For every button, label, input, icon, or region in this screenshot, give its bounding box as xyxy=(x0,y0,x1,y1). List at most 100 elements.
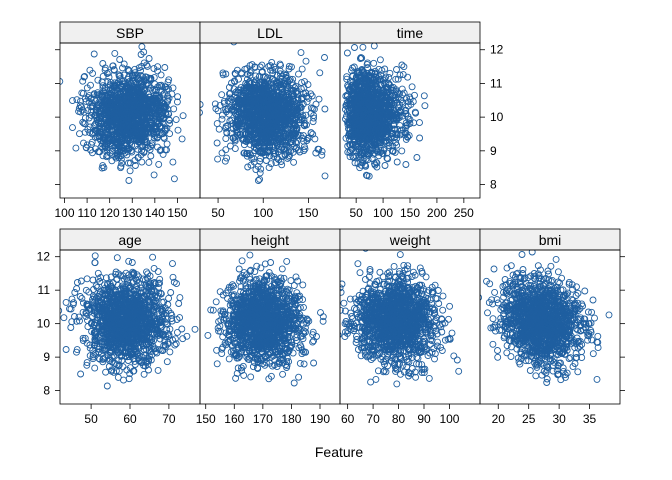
data-point xyxy=(214,155,222,163)
data-point xyxy=(249,85,256,93)
data-point xyxy=(110,108,118,116)
data-point xyxy=(212,105,220,113)
x-tick-label-sbp: 120 xyxy=(100,206,120,220)
data-point xyxy=(375,125,382,133)
data-point xyxy=(349,153,357,161)
data-point xyxy=(230,43,238,46)
data-point xyxy=(312,149,320,157)
data-point xyxy=(307,110,315,117)
data-point xyxy=(269,66,277,74)
data-point xyxy=(173,98,181,106)
data-point xyxy=(164,110,172,118)
data-point xyxy=(406,95,414,103)
data-point xyxy=(154,268,162,276)
data-point xyxy=(296,119,303,127)
data-point xyxy=(388,108,396,116)
data-point xyxy=(83,361,91,369)
data-point xyxy=(384,127,392,135)
data-point xyxy=(124,75,132,83)
data-point xyxy=(246,69,254,77)
data-point xyxy=(376,136,384,144)
data-point xyxy=(149,95,157,103)
data-point xyxy=(240,92,248,100)
data-point xyxy=(143,268,150,276)
data-point xyxy=(81,128,89,136)
data-point xyxy=(286,152,293,160)
data-point xyxy=(69,97,76,105)
data-point xyxy=(288,120,296,128)
data-point xyxy=(105,69,113,77)
data-point xyxy=(368,80,376,88)
data-point xyxy=(359,149,367,157)
data-point xyxy=(81,72,89,80)
data-point xyxy=(258,127,266,135)
points-ldl xyxy=(200,43,329,184)
data-point xyxy=(240,84,248,92)
data-point xyxy=(350,85,358,93)
data-point xyxy=(343,73,351,81)
data-point xyxy=(109,62,117,70)
data-point xyxy=(276,78,283,86)
data-point xyxy=(100,164,108,172)
data-point xyxy=(112,100,120,107)
data-point xyxy=(375,65,383,73)
data-point xyxy=(289,132,297,140)
data-point xyxy=(256,84,264,92)
data-point xyxy=(318,147,326,155)
data-point xyxy=(258,92,266,100)
data-point xyxy=(231,78,239,86)
data-point xyxy=(214,107,222,115)
data-point xyxy=(247,115,255,123)
data-point xyxy=(303,137,311,144)
data-point xyxy=(149,86,157,94)
data-point xyxy=(174,126,182,134)
data-point xyxy=(96,96,104,104)
data-point xyxy=(170,105,178,113)
data-point xyxy=(105,73,113,81)
data-point xyxy=(93,102,101,110)
data-point xyxy=(347,117,355,125)
data-point xyxy=(263,148,271,156)
data-point xyxy=(101,66,109,74)
data-point xyxy=(161,146,169,154)
data-point xyxy=(376,56,384,64)
data-point xyxy=(223,129,231,137)
data-point xyxy=(421,102,429,110)
data-point xyxy=(356,90,364,98)
data-point xyxy=(275,112,283,120)
data-point xyxy=(354,160,362,168)
data-point xyxy=(113,81,121,89)
data-point xyxy=(251,120,259,128)
data-point xyxy=(99,162,107,170)
data-point xyxy=(399,91,406,99)
data-point xyxy=(129,118,137,126)
data-point xyxy=(290,86,297,94)
data-point xyxy=(152,123,160,130)
data-point xyxy=(293,87,301,95)
data-point xyxy=(261,114,269,122)
data-point xyxy=(385,73,393,81)
data-point xyxy=(93,114,101,121)
data-point xyxy=(234,113,242,121)
data-point xyxy=(230,103,238,111)
data-point xyxy=(76,293,84,300)
data-point xyxy=(357,161,365,169)
data-point xyxy=(150,74,158,82)
data-point xyxy=(147,152,155,160)
data-point xyxy=(111,49,119,57)
data-point xyxy=(170,175,178,183)
data-point xyxy=(256,175,264,183)
data-point xyxy=(105,116,113,124)
data-point xyxy=(279,89,287,97)
data-point xyxy=(396,71,404,79)
data-point xyxy=(104,125,112,133)
data-point xyxy=(120,120,127,128)
data-point xyxy=(179,112,187,120)
data-point xyxy=(111,104,119,112)
data-point xyxy=(135,138,142,146)
data-point xyxy=(120,60,128,68)
data-point xyxy=(256,148,264,156)
